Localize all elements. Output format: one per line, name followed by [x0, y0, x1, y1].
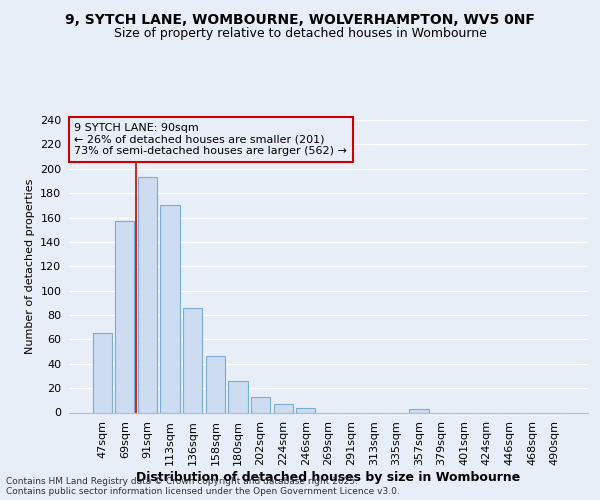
Text: 9 SYTCH LANE: 90sqm
← 26% of detached houses are smaller (201)
73% of semi-detac: 9 SYTCH LANE: 90sqm ← 26% of detached ho…	[74, 123, 347, 156]
Y-axis label: Number of detached properties: Number of detached properties	[25, 178, 35, 354]
Bar	[115, 221, 134, 412]
Bar	[251, 396, 270, 412]
Bar	[92, 334, 112, 412]
Bar	[160, 206, 180, 412]
Text: 9, SYTCH LANE, WOMBOURNE, WOLVERHAMPTON, WV5 0NF: 9, SYTCH LANE, WOMBOURNE, WOLVERHAMPTON,…	[65, 12, 535, 26]
X-axis label: Distribution of detached houses by size in Wombourne: Distribution of detached houses by size …	[136, 471, 521, 484]
Bar	[229, 381, 248, 412]
Bar	[274, 404, 293, 412]
Text: Contains HM Land Registry data © Crown copyright and database right 2025.: Contains HM Land Registry data © Crown c…	[6, 477, 358, 486]
Bar	[206, 356, 225, 412]
Bar	[138, 178, 157, 412]
Bar	[183, 308, 202, 412]
Text: Size of property relative to detached houses in Wombourne: Size of property relative to detached ho…	[113, 28, 487, 40]
Text: Contains public sector information licensed under the Open Government Licence v3: Contains public sector information licen…	[6, 487, 400, 496]
Bar	[409, 409, 428, 412]
Bar	[296, 408, 316, 412]
